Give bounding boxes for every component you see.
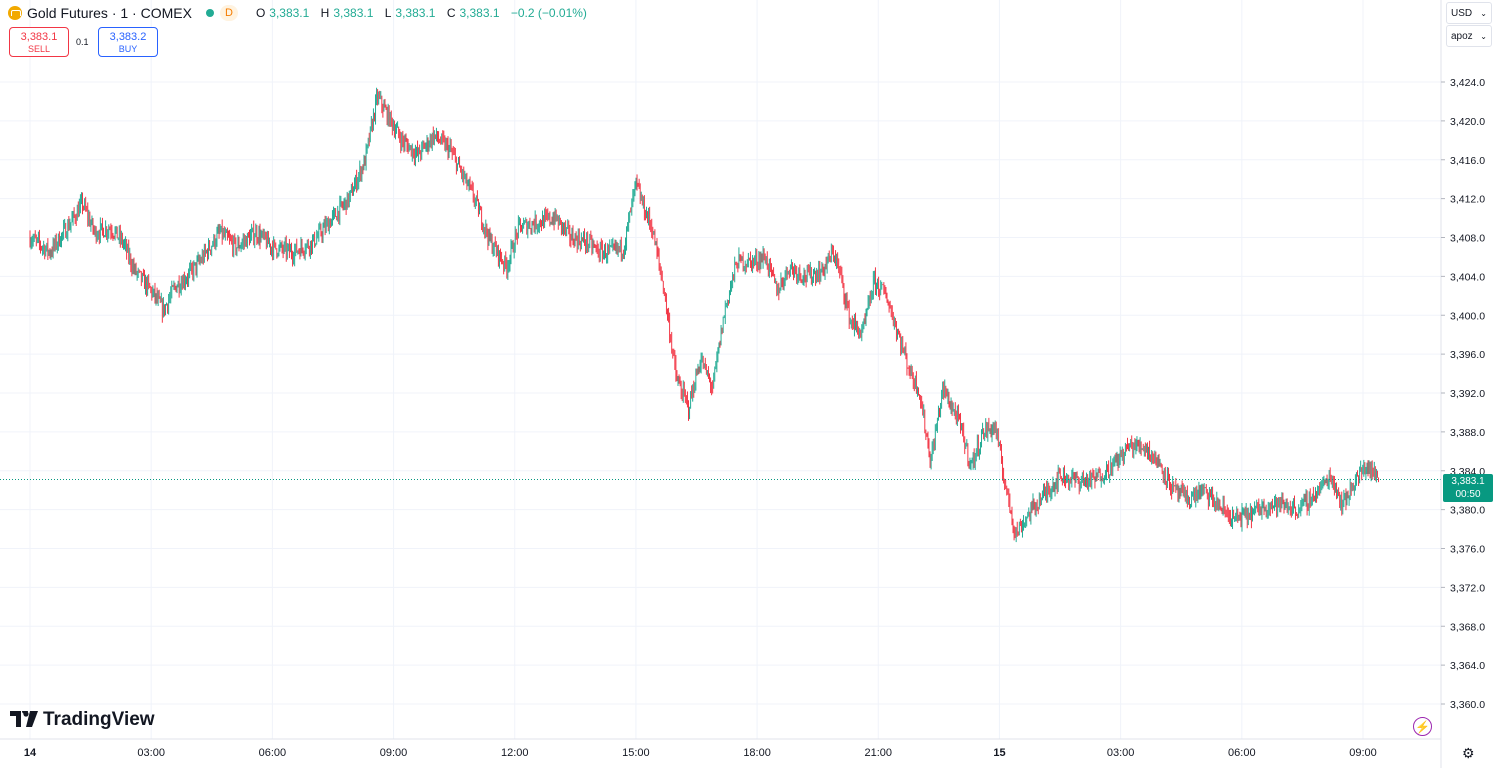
bar-countdown: 00:50 xyxy=(1455,489,1481,500)
logo-text: TradingView xyxy=(43,709,155,730)
buy-button[interactable]: 3,383.2 BUY xyxy=(98,27,158,57)
y-tick-label: 3,400.0 xyxy=(1450,310,1485,322)
time-axis[interactable]: 14 03:00 06:00 09:00 12:00 15:00 18:00 21:00 15 0… xyxy=(24,747,1377,759)
y-tick-label: 3,364.0 xyxy=(1450,660,1485,672)
tradingview-logo-mark xyxy=(10,708,38,732)
low-value: 3,383.1 xyxy=(395,6,436,20)
y-tick-label: 3,388.0 xyxy=(1450,427,1485,439)
x-tick-label: 09:00 xyxy=(1349,747,1377,759)
close-label: C xyxy=(446,6,456,20)
x-tick-label: 18:00 xyxy=(743,747,771,759)
symbol-title[interactable]: Gold Futures · 1 · COMEX xyxy=(27,5,192,21)
sell-price: 3,383.1 xyxy=(20,31,58,43)
x-tick-label: 12:00 xyxy=(501,747,529,759)
x-tick-label: 06:00 xyxy=(259,747,287,759)
chevron-down-icon: ⌄ xyxy=(1480,31,1487,41)
y-tick-label: 3,404.0 xyxy=(1450,271,1485,283)
x-tick-label: 06:00 xyxy=(1228,747,1256,759)
tradingview-logo[interactable]: TradingView xyxy=(10,708,155,732)
y-tick-label: 3,408.0 xyxy=(1450,233,1485,245)
market-status-badge[interactable]: D xyxy=(219,5,238,21)
ohlc-values: O 3,383.1 H 3,383.1 L 3,383.1 C 3,383.1 −0.2… xyxy=(256,6,591,20)
scale-label: apoz xyxy=(1451,30,1473,42)
y-tick-label: 3,360.0 xyxy=(1450,699,1485,711)
close-value: 3,383.1 xyxy=(459,6,500,20)
chevron-down-icon: ⌄ xyxy=(1480,8,1487,18)
chart-legend: Gold Futures · 1 · COMEX D O 3,383.1 H 3,3… xyxy=(8,4,591,22)
low-label: L xyxy=(384,6,392,20)
price-axis[interactable]: 3,424.0 3,420.0 3,416.0 3,412.0 3,408.0 3,404… xyxy=(1441,77,1485,711)
x-tick-label: 15 xyxy=(993,747,1005,759)
currency-label: USD xyxy=(1451,7,1473,19)
y-tick-label: 3,376.0 xyxy=(1450,544,1485,556)
scale-dropdown[interactable]: apoz ⌄ xyxy=(1446,25,1492,47)
y-tick-label: 3,396.0 xyxy=(1450,349,1485,361)
high-value: 3,383.1 xyxy=(333,6,374,20)
x-tick-label: 14 xyxy=(24,747,37,759)
y-tick-label: 3,372.0 xyxy=(1450,582,1485,594)
y-tick-label: 3,412.0 xyxy=(1450,194,1485,206)
buy-label: BUY xyxy=(118,44,138,54)
y-tick-label: 3,368.0 xyxy=(1450,621,1485,633)
gold-coin-icon xyxy=(8,6,22,20)
x-tick-label: 03:00 xyxy=(137,747,165,759)
y-tick-label: 3,420.0 xyxy=(1450,116,1485,128)
currency-dropdown[interactable]: USD ⌄ xyxy=(1446,2,1492,24)
candles-layer xyxy=(29,87,1380,543)
lightning-icon[interactable]: ⚡ xyxy=(1413,717,1432,736)
x-tick-label: 03:00 xyxy=(1107,747,1135,759)
gear-icon[interactable]: ⚙ xyxy=(1462,745,1475,761)
change-value: −0.2 (−0.01%) xyxy=(510,6,587,20)
last-price-tag: 3,383.1 00:50 xyxy=(1443,474,1493,502)
y-tick-label: 3,416.0 xyxy=(1450,155,1485,167)
last-price-value: 3,383.1 xyxy=(1451,476,1485,487)
x-tick-label: 09:00 xyxy=(380,747,408,759)
buy-price: 3,383.2 xyxy=(109,31,147,43)
horizontal-gridlines xyxy=(0,81,1441,705)
spread-value: 0.1 xyxy=(76,37,89,47)
x-tick-label: 15:00 xyxy=(622,747,650,759)
x-tick-label: 21:00 xyxy=(865,747,893,759)
open-label: O xyxy=(255,6,266,20)
y-tick-label: 3,424.0 xyxy=(1450,77,1485,89)
high-label: H xyxy=(320,6,330,20)
y-tick-label: 3,392.0 xyxy=(1450,388,1485,400)
sell-button[interactable]: 3,383.1 SELL xyxy=(9,27,69,57)
sell-label: SELL xyxy=(27,44,51,54)
market-open-dot xyxy=(205,9,214,17)
open-value: 3,383.1 xyxy=(269,6,310,20)
y-tick-label: 3,380.0 xyxy=(1450,505,1485,517)
